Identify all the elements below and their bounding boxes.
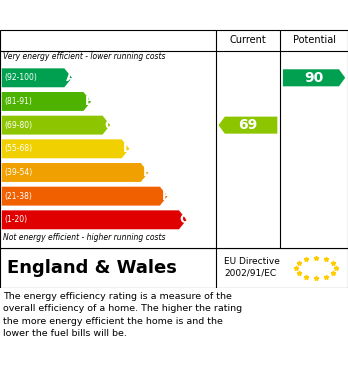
Text: A: A: [65, 71, 75, 84]
Polygon shape: [2, 210, 187, 229]
Text: Potential: Potential: [293, 35, 335, 45]
Text: (81-91): (81-91): [5, 97, 32, 106]
Text: Very energy efficient - lower running costs: Very energy efficient - lower running co…: [3, 52, 166, 61]
Text: (69-80): (69-80): [5, 121, 33, 130]
Text: Current: Current: [230, 35, 266, 45]
Polygon shape: [2, 187, 167, 206]
Text: (21-38): (21-38): [5, 192, 32, 201]
Text: B: B: [85, 95, 94, 108]
Text: F: F: [161, 190, 170, 203]
Polygon shape: [2, 139, 129, 158]
Text: Energy Efficiency Rating: Energy Efficiency Rating: [9, 7, 219, 23]
Polygon shape: [2, 92, 91, 111]
Polygon shape: [2, 163, 149, 182]
Text: (1-20): (1-20): [5, 215, 27, 224]
Polygon shape: [2, 68, 72, 87]
Polygon shape: [2, 116, 110, 135]
Text: The energy efficiency rating is a measure of the
overall efficiency of a home. T: The energy efficiency rating is a measur…: [3, 292, 243, 339]
Text: G: G: [180, 213, 190, 226]
Polygon shape: [283, 69, 345, 86]
Text: EU Directive
2002/91/EC: EU Directive 2002/91/EC: [224, 257, 280, 278]
Text: 69: 69: [238, 118, 258, 132]
Text: (92-100): (92-100): [5, 73, 37, 82]
Text: 90: 90: [304, 71, 324, 85]
Text: England & Wales: England & Wales: [7, 259, 177, 277]
Text: Not energy efficient - higher running costs: Not energy efficient - higher running co…: [3, 233, 166, 242]
Polygon shape: [219, 117, 277, 134]
Text: E: E: [142, 166, 151, 179]
Text: (55-68): (55-68): [5, 144, 33, 153]
Text: C: C: [104, 118, 113, 132]
Text: D: D: [122, 142, 133, 155]
Text: (39-54): (39-54): [5, 168, 33, 177]
